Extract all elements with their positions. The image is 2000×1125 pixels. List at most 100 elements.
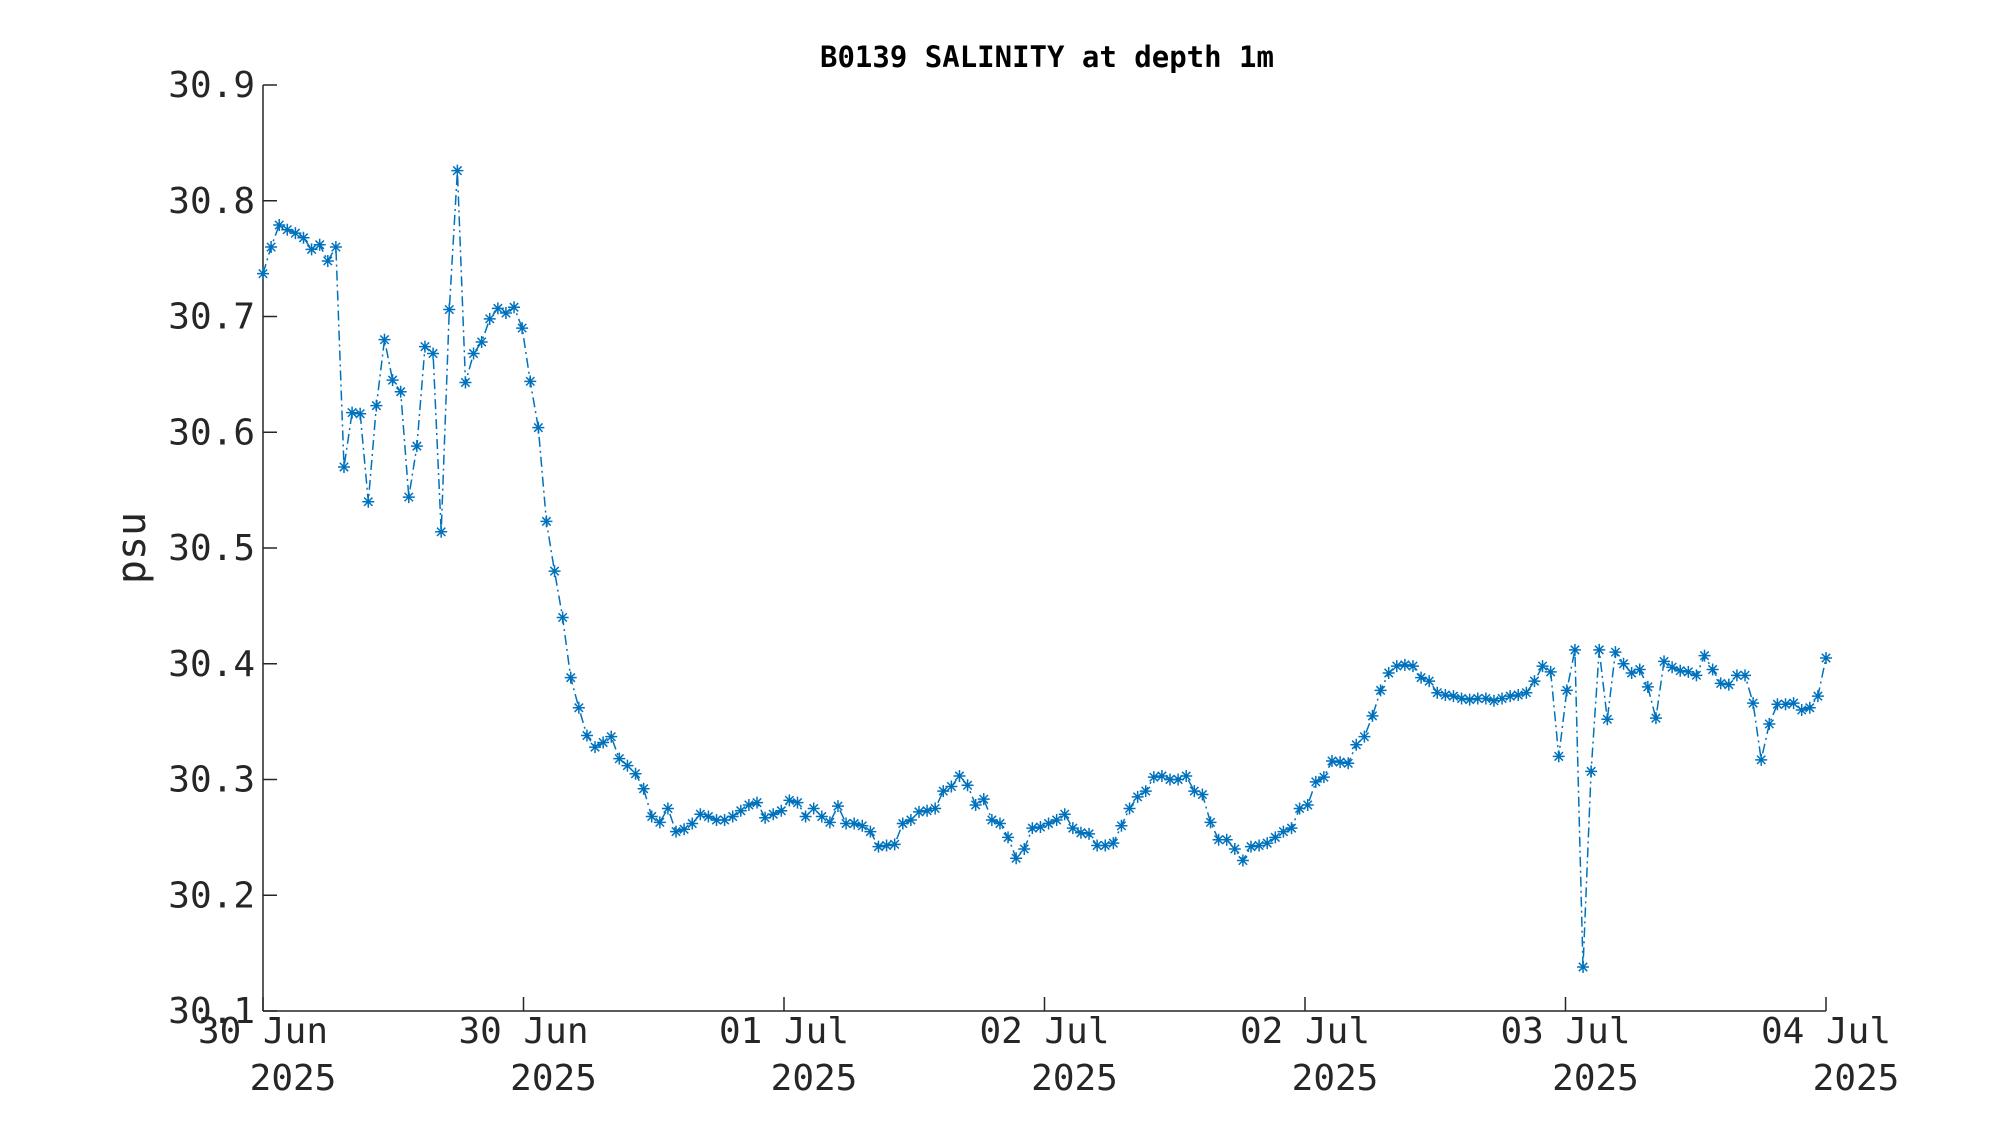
salinity-series — [257, 164, 1832, 974]
x-tick-label-date: 04 Jul — [1761, 1011, 1891, 1052]
data-point-marker — [661, 802, 674, 815]
data-point-marker — [961, 779, 974, 792]
data-point-marker — [945, 780, 958, 793]
x-axis-ticks: 30 Jun 2025 30 Jun 2025 01 Jul 2025 02 Jul 2025… — [198, 997, 1899, 1099]
data-point-marker — [637, 782, 650, 795]
data-point-marker — [1455, 692, 1468, 705]
data-point-marker — [281, 223, 294, 236]
y-tick-label: 30.5 — [168, 528, 255, 569]
data-point-marker — [880, 839, 893, 852]
data-point-marker — [362, 495, 375, 508]
data-point-marker — [1301, 798, 1314, 811]
data-point-marker — [1018, 842, 1031, 855]
data-point-marker — [499, 307, 512, 320]
data-point-marker — [1366, 709, 1379, 722]
data-point-marker — [993, 817, 1006, 830]
data-point-marker — [1115, 819, 1128, 832]
data-point-marker — [937, 785, 950, 798]
data-point-marker — [1131, 790, 1144, 803]
x-tick-label-date: 30 Jun — [198, 1011, 328, 1052]
data-point-marker — [1042, 817, 1055, 830]
data-point-marker — [516, 322, 529, 335]
data-point-marker — [1423, 675, 1436, 688]
data-point-marker — [653, 816, 666, 829]
data-point-marker — [1674, 664, 1687, 677]
data-point-marker — [1706, 663, 1719, 676]
data-point-marker — [1285, 822, 1298, 835]
y-tick-label: 30.8 — [168, 181, 255, 222]
data-point-marker — [1682, 665, 1695, 678]
data-point-marker — [605, 730, 618, 743]
data-point-marker — [1334, 756, 1347, 769]
y-tick-label: 30.1 — [168, 991, 255, 1032]
data-point-marker — [1139, 785, 1152, 798]
data-point-marker — [1212, 833, 1225, 846]
data-point-marker — [1585, 765, 1598, 778]
data-point-marker — [1164, 773, 1177, 786]
data-point-marker — [1253, 839, 1266, 852]
x-tick-label-date: 02 Jul — [1240, 1011, 1370, 1052]
data-point-marker — [427, 347, 440, 360]
data-point-marker — [694, 808, 707, 821]
data-point-marker — [418, 340, 431, 353]
data-point-marker — [1172, 773, 1185, 786]
data-point-marker — [1382, 667, 1395, 680]
data-point-marker — [872, 840, 885, 853]
x-tick-label-date: 30 Jun — [458, 1011, 588, 1052]
data-point-marker — [297, 231, 310, 244]
x-tick-label-year: 2025 — [250, 1058, 337, 1099]
data-point-marker — [1325, 754, 1338, 767]
data-point-marker — [1487, 694, 1500, 707]
data-point-marker — [329, 241, 342, 254]
data-point-marker — [807, 802, 820, 815]
x-tick-label-year: 2025 — [1552, 1058, 1639, 1099]
data-point-marker — [1658, 655, 1671, 668]
data-point-marker — [1155, 770, 1168, 783]
data-point-marker — [1552, 750, 1565, 763]
data-point-marker — [483, 312, 496, 325]
data-point-marker — [613, 752, 626, 765]
data-point-marker — [532, 421, 545, 434]
data-point-marker — [1091, 839, 1104, 852]
data-point-marker — [402, 491, 415, 504]
data-point-marker — [1309, 775, 1322, 788]
y-tick-label: 30.4 — [168, 644, 255, 685]
data-point-marker — [1649, 712, 1662, 725]
data-point-marker — [1415, 671, 1428, 684]
data-point-marker — [969, 798, 982, 811]
data-point-marker — [1811, 690, 1824, 703]
data-point-marker — [1293, 802, 1306, 815]
data-point-marker — [888, 838, 901, 851]
data-point-marker — [548, 565, 561, 578]
data-point-marker — [1196, 788, 1209, 801]
x-tick-label-year: 2025 — [1031, 1058, 1118, 1099]
data-point-marker — [726, 810, 739, 823]
x-tick-label-year: 2025 — [1813, 1058, 1900, 1099]
data-point-marker — [1625, 667, 1638, 680]
data-point-marker — [1269, 831, 1282, 844]
data-point-marker — [1317, 771, 1330, 784]
data-point-marker — [1358, 730, 1371, 743]
data-point-marker — [1066, 822, 1079, 835]
data-point-marker — [386, 374, 399, 387]
data-point-marker — [864, 825, 877, 838]
data-point-marker — [346, 406, 359, 419]
data-point-marker — [775, 804, 788, 817]
data-point-marker — [572, 701, 585, 714]
data-point-marker — [1779, 698, 1792, 711]
data-point-marker — [491, 302, 504, 315]
data-point-marker — [1147, 771, 1160, 784]
data-point-marker — [1447, 690, 1460, 703]
data-point-marker — [1544, 665, 1557, 678]
data-point-marker — [1479, 692, 1492, 705]
data-point-marker — [1698, 649, 1711, 662]
data-point-marker — [767, 808, 780, 821]
data-point-marker — [1512, 689, 1525, 702]
y-tick-label: 30.6 — [168, 412, 255, 453]
y-tick-label: 30.3 — [168, 760, 255, 801]
data-point-marker — [257, 267, 269, 280]
data-point-marker — [1374, 684, 1387, 697]
data-point-marker — [564, 671, 577, 684]
data-point-marker — [1463, 693, 1476, 706]
data-point-marker — [467, 347, 480, 360]
